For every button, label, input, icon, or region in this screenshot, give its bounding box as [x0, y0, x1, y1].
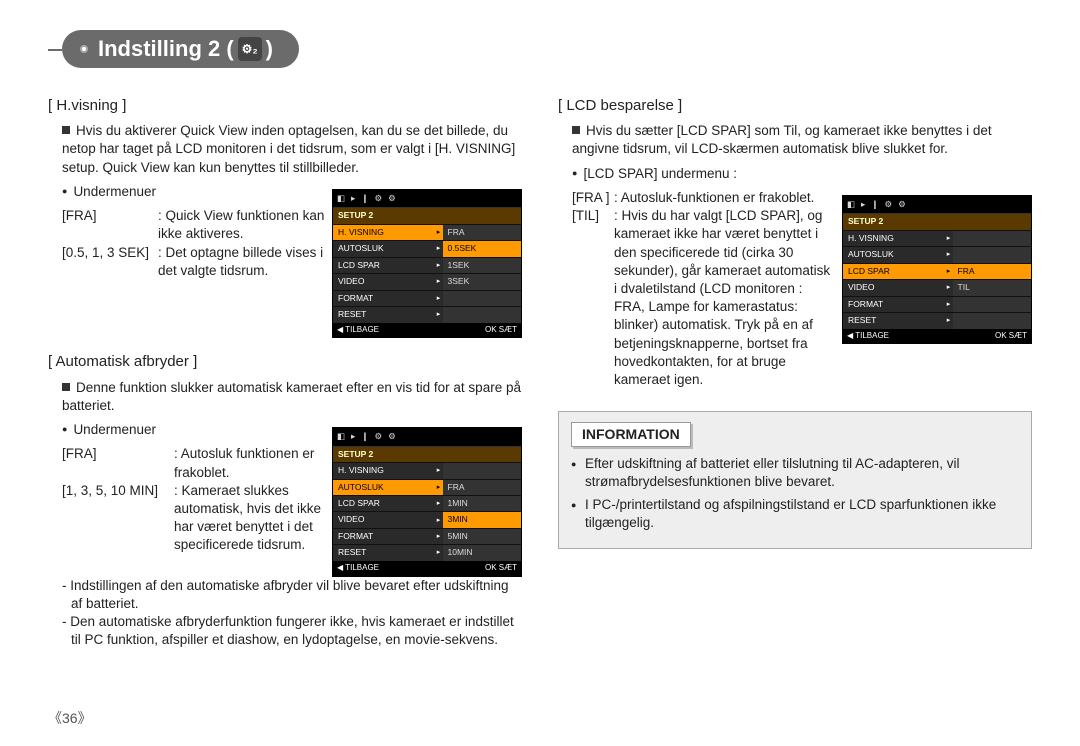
- auto-off-note-1: - Indstillingen af den automatiske afbry…: [62, 577, 522, 613]
- lcd-save-row-til: [TIL] : Hvis du har valgt [LCD SPAR], og…: [572, 207, 832, 389]
- lcd-save-submenu-label: [LCD SPAR] undermenu :: [572, 165, 1032, 183]
- h-visning-row-fra-text: : Quick View funktionen kan ikke aktiver…: [158, 207, 332, 243]
- h-visning-row-sek-label: [0.5, 1, 3 SEK]: [62, 244, 158, 262]
- square-bullet-icon: [62, 126, 70, 134]
- page-title-pill: Indstilling 2 ( ⚙₂ ): [62, 30, 299, 68]
- auto-off-row-min-text: : Kameraet slukkes automatisk, hvis det …: [174, 482, 332, 555]
- auto-off-row-fra-text: : Autosluk funktionen er frakoblet.: [174, 445, 332, 481]
- page-title: Indstilling 2 (: [98, 36, 234, 62]
- auto-off-row-fra-label: [FRA]: [62, 445, 174, 463]
- auto-off-intro-text: Denne funktion slukker automatisk kamera…: [62, 380, 521, 413]
- section-h-visning-intro: Hvis du aktiverer Quick View inden optag…: [62, 122, 522, 177]
- h-visning-row-fra: [FRA] : Quick View funktionen kan ikke a…: [62, 207, 332, 243]
- section-lcd-save-intro: Hvis du sætter [LCD SPAR] som Til, og ka…: [572, 122, 1032, 158]
- information-box: INFORMATION Efter udskiftning af batteri…: [558, 411, 1032, 549]
- page-title-suffix: ): [266, 36, 273, 62]
- h-visning-row-fra-label: [FRA]: [62, 207, 158, 225]
- section-auto-off-intro: Denne funktion slukker automatisk kamera…: [62, 379, 522, 415]
- lcd-screenshot-lcd-save: ◧▸❙⚙⚙SETUP 2H. VISNING▸AUTOSLUK▸LCD SPAR…: [842, 195, 1032, 345]
- lcd-screenshot-auto-off: ◧▸❙⚙⚙SETUP 2H. VISNING▸AUTOSLUK▸FRALCD S…: [332, 427, 522, 577]
- information-item-2: I PC-/printertilstand og afspilningstils…: [571, 496, 1019, 532]
- information-heading: INFORMATION: [571, 422, 691, 447]
- lcd-save-row-fra-text: : Autosluk-funktionen er frakoblet.: [614, 189, 832, 207]
- lcd-save-row-til-text: : Hvis du har valgt [LCD SPAR], og kamer…: [614, 207, 832, 389]
- h-visning-row-sek: [0.5, 1, 3 SEK] : Det optagne billede vi…: [62, 244, 332, 280]
- section-lcd-save-heading: [ LCD besparelse ]: [558, 96, 1032, 116]
- square-bullet-icon: [572, 126, 580, 134]
- h-visning-row-sek-text: : Det optagne billede vises i det valgte…: [158, 244, 332, 280]
- auto-off-row-fra: [FRA] : Autosluk funktionen er frakoblet…: [62, 445, 332, 481]
- auto-off-row-min-label: [1, 3, 5, 10 MIN]: [62, 482, 174, 500]
- page-number: 《36》: [48, 708, 92, 728]
- lcd-screenshot-h-visning: ◧▸❙⚙⚙SETUP 2H. VISNING▸FRAAUTOSLUK▸0.5SE…: [332, 189, 522, 339]
- auto-off-submenu-label: Undermenuer: [62, 421, 332, 439]
- auto-off-row-min: [1, 3, 5, 10 MIN] : Kameraet slukkes aut…: [62, 482, 332, 555]
- lcd-save-intro-text: Hvis du sætter [LCD SPAR] som Til, og ka…: [572, 123, 992, 156]
- auto-off-note-2: - Den automatiske afbryderfunktion funge…: [62, 613, 522, 649]
- lcd-save-row-til-label: [TIL]: [572, 207, 614, 225]
- h-visning-submenu-label: Undermenuer: [62, 183, 332, 201]
- right-column: [ LCD besparelse ] Hvis du sætter [LCD S…: [558, 82, 1032, 650]
- left-column: [ H.visning ] Hvis du aktiverer Quick Vi…: [48, 82, 522, 650]
- section-auto-off-heading: [ Automatisk afbryder ]: [48, 352, 522, 372]
- h-visning-intro-text: Hvis du aktiverer Quick View inden optag…: [62, 123, 515, 174]
- lcd-save-row-fra-label: [FRA ]: [572, 189, 614, 207]
- information-item-1: Efter udskiftning af batteriet eller til…: [571, 455, 1019, 491]
- gear-icon: ⚙₂: [238, 37, 262, 61]
- title-dot-icon: [80, 45, 88, 53]
- square-bullet-icon: [62, 383, 70, 391]
- section-h-visning-heading: [ H.visning ]: [48, 96, 522, 116]
- lcd-save-row-fra: [FRA ] : Autosluk-funktionen er frakoble…: [572, 189, 832, 207]
